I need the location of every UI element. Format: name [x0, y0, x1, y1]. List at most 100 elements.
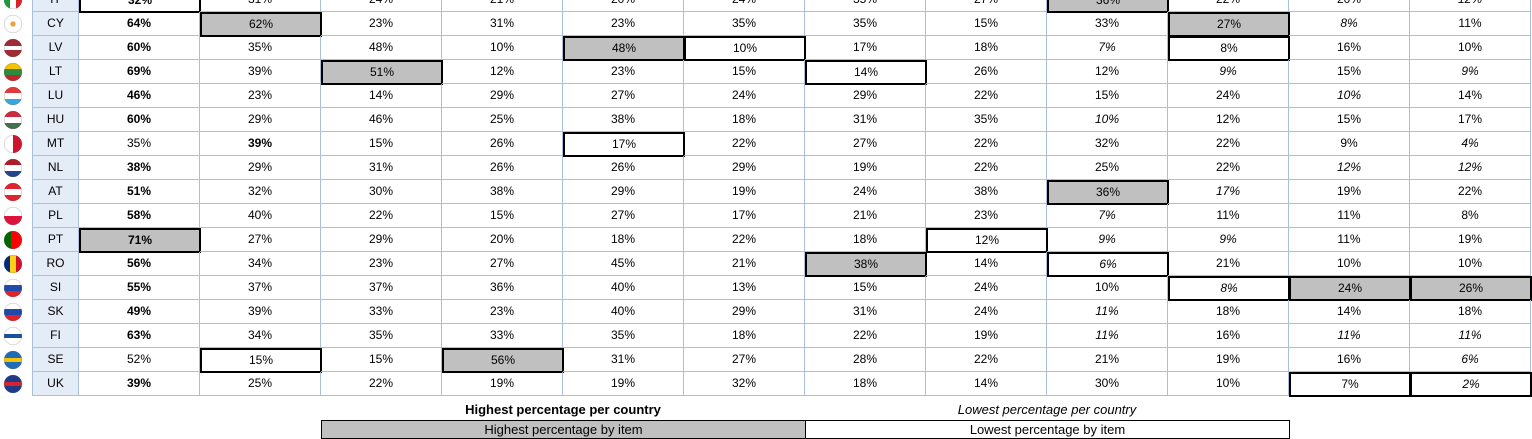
value-cell: 36%	[442, 276, 563, 300]
value-cell: 71%	[79, 228, 201, 253]
value-cell: 16%	[1168, 324, 1289, 348]
value-cell: 39%	[200, 60, 321, 84]
value-cell: 34%	[200, 252, 321, 276]
value-cell: 39%	[200, 300, 321, 324]
value-cell: 11%	[1047, 300, 1168, 324]
value-cell: 14%	[1410, 84, 1531, 108]
value-cell: 38%	[79, 156, 200, 180]
value-cell: 23%	[200, 84, 321, 108]
value-cell: 22%	[684, 228, 805, 252]
flag	[4, 15, 22, 33]
value-cell: 35%	[200, 36, 321, 60]
value-cell: 18%	[805, 372, 926, 396]
value-cell: 35%	[79, 132, 200, 156]
value-cell: 12%	[1289, 156, 1410, 180]
value-cell: 24%	[1168, 84, 1289, 108]
value-cell: 19%	[684, 180, 805, 204]
country-cell: SE	[32, 348, 79, 372]
value-cell: 12%	[1047, 60, 1168, 84]
value-cell: 26%	[442, 132, 563, 156]
value-cell: 16%	[1289, 36, 1410, 60]
value-cell: 11%	[1047, 324, 1168, 348]
value-cell: 8%	[1168, 276, 1290, 301]
value-cell: 23%	[926, 204, 1047, 228]
legend-bold: Highest percentage per country	[465, 402, 661, 417]
country-cell: SK	[32, 300, 79, 324]
value-cell: 13%	[684, 276, 805, 300]
value-cell: 40%	[563, 300, 684, 324]
value-cell: 38%	[926, 180, 1047, 204]
value-cell: 22%	[926, 132, 1047, 156]
value-cell: 14%	[926, 252, 1047, 276]
value-cell: 32%	[684, 372, 805, 396]
value-cell: 14%	[926, 372, 1047, 396]
value-cell: 10%	[1410, 36, 1531, 60]
value-cell: 9%	[1168, 228, 1289, 252]
value-cell: 19%	[805, 156, 926, 180]
value-cell: 24%	[321, 0, 442, 12]
value-cell: 35%	[684, 12, 805, 36]
country-cell: LU	[32, 84, 79, 108]
value-cell: 18%	[926, 36, 1047, 60]
value-cell: 38%	[563, 108, 684, 132]
value-cell: 15%	[926, 12, 1047, 36]
value-cell: 18%	[684, 324, 805, 348]
value-cell: 9%	[1410, 60, 1531, 84]
value-cell: 32%	[79, 0, 201, 13]
value-cell: 18%	[563, 228, 684, 252]
value-cell: 10%	[442, 36, 563, 60]
country-cell: MT	[32, 132, 79, 156]
value-cell: 17%	[1168, 180, 1289, 204]
value-cell: 20%	[442, 228, 563, 252]
value-cell: 29%	[684, 300, 805, 324]
value-cell: 29%	[684, 156, 805, 180]
value-cell: 27%	[684, 348, 805, 372]
value-cell: 2%	[1410, 372, 1532, 397]
value-cell: 49%	[79, 300, 200, 324]
value-cell: 17%	[563, 132, 685, 157]
value-cell: 46%	[321, 108, 442, 132]
value-cell: 23%	[321, 12, 442, 36]
country-cell: LT	[32, 60, 79, 84]
value-cell: 30%	[321, 180, 442, 204]
country-cell: UK	[32, 372, 79, 396]
value-cell: 21%	[442, 0, 563, 12]
value-cell: 35%	[321, 324, 442, 348]
value-cell: 21%	[684, 252, 805, 276]
value-cell: 58%	[79, 204, 200, 228]
value-cell: 11%	[1410, 324, 1531, 348]
value-cell: 12%	[1410, 156, 1531, 180]
country-cell: SI	[32, 276, 79, 300]
value-cell: 10%	[1047, 108, 1168, 132]
value-cell: 22%	[684, 132, 805, 156]
country-cell: PL	[32, 204, 79, 228]
flag	[4, 303, 22, 321]
value-cell: 19%	[1410, 228, 1531, 252]
value-cell: 18%	[805, 228, 926, 252]
value-cell: 34%	[200, 324, 321, 348]
value-cell: 22%	[926, 348, 1047, 372]
value-cell: 10%	[684, 36, 806, 61]
value-cell: 22%	[1168, 156, 1289, 180]
flag	[4, 207, 22, 225]
value-cell: 11%	[1168, 204, 1289, 228]
value-cell: 35%	[805, 12, 926, 36]
country-cell: CY	[32, 12, 79, 36]
value-cell: 37%	[321, 276, 442, 300]
value-cell: 11%	[1289, 324, 1410, 348]
value-cell: 52%	[79, 348, 200, 372]
value-cell: 40%	[200, 204, 321, 228]
value-cell: 31%	[200, 0, 321, 12]
value-cell: 26%	[926, 60, 1047, 84]
country-cell: LV	[32, 36, 79, 60]
value-cell: 69%	[79, 60, 200, 84]
value-cell: 17%	[1410, 108, 1531, 132]
value-cell: 6%	[1410, 348, 1531, 372]
value-cell: 38%	[805, 252, 927, 277]
flag	[4, 255, 22, 273]
value-cell: 64%	[79, 12, 200, 36]
value-cell: 15%	[321, 132, 442, 156]
value-cell: 55%	[79, 276, 200, 300]
value-cell: 37%	[200, 276, 321, 300]
